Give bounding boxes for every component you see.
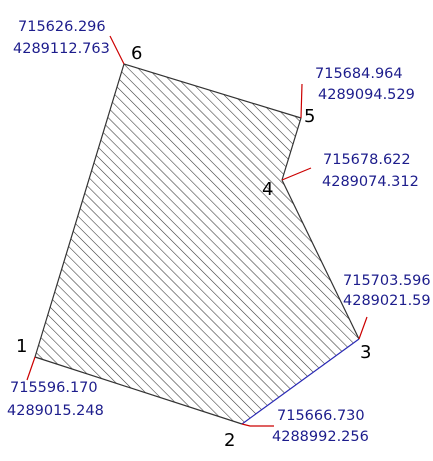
leader-line-5	[300, 83, 303, 119]
northing-label-6: 4289112.763	[13, 41, 110, 57]
vertex-label-5: 5	[304, 106, 315, 127]
vertex-label-4: 4	[262, 179, 273, 200]
easting-label-4: 715678.622	[323, 152, 411, 168]
northing-label-2: 4288992.256	[272, 429, 369, 445]
easting-label-5: 715684.964	[315, 66, 403, 82]
northing-label-4: 4289074.312	[322, 174, 419, 190]
northing-label-1: 4289015.248	[7, 403, 104, 419]
edge-6-1	[34, 63, 125, 358]
leader-line-6	[109, 35, 125, 65]
leader-line-4	[281, 167, 312, 181]
parcel-polygon	[35, 64, 359, 424]
easting-label-2: 715666.730	[277, 408, 365, 424]
vertex-label-1: 1	[16, 336, 27, 357]
easting-label-1: 715596.170	[10, 380, 98, 396]
vertex-label-2: 2	[224, 430, 235, 451]
edge-5-6	[123, 63, 302, 119]
edge-1-2	[34, 356, 243, 425]
leader-line-1	[26, 356, 36, 381]
vertex-label-6: 6	[131, 43, 142, 64]
northing-label-5: 4289094.529	[318, 87, 415, 103]
edge-3-4	[281, 179, 360, 340]
leader-line-2	[241, 423, 274, 427]
edge-4-5	[281, 117, 302, 181]
vertex-label-3: 3	[360, 342, 371, 363]
edge-2-3	[241, 338, 360, 425]
leader-line-3	[358, 316, 368, 340]
easting-label-6: 715626.296	[18, 19, 106, 35]
northing-label-3: 4289021.59	[343, 293, 431, 309]
easting-label-3: 715703.596	[343, 273, 431, 289]
